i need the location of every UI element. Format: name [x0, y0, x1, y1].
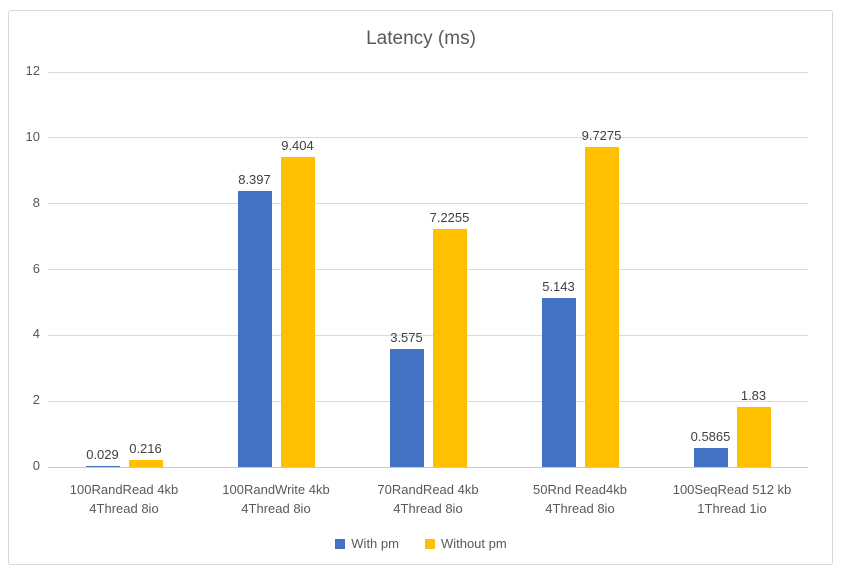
chart-title: Latency (ms)	[366, 28, 476, 49]
legend-swatch	[424, 538, 435, 549]
y-tick-label: 4	[32, 326, 40, 342]
legend: With pm Without pm	[0, 536, 842, 551]
bar-without-pm	[280, 157, 315, 467]
bar-without-pm	[584, 146, 619, 467]
value-label: 0.029	[86, 447, 119, 462]
plot-area: 0 2 4 6 8 10 12 0.029 8.397 3.575 5.143 0.5865 0.216…	[26, 63, 808, 473]
y-tick-label: 6	[32, 260, 40, 276]
value-label: 0.5865	[690, 428, 731, 444]
gridline	[48, 466, 808, 468]
category-label: 70RandRead 4kb 4Thread 8io	[377, 482, 479, 516]
value-label: 8.397	[238, 171, 271, 187]
gridline	[48, 269, 808, 270]
value-label: 3.575	[390, 330, 423, 346]
value-label: 9.7275	[581, 127, 622, 143]
value-label: 0.216	[129, 440, 162, 456]
bar-with-pm	[389, 349, 424, 467]
category-label: 100RandWrite 4kb 4Thread 8io	[222, 482, 330, 516]
category-label: 100RandRead 4kb 4Thread 8io	[69, 482, 179, 516]
y-tick-label: 2	[32, 392, 40, 408]
y-tick-label: 12	[25, 63, 40, 78]
y-tick-label: 10	[25, 128, 40, 144]
bar-with-pm	[693, 447, 728, 467]
legend-item-with-pm: With pm	[335, 536, 399, 551]
chart-border	[8, 10, 833, 565]
gridline	[48, 71, 808, 73]
legend-item-without-pm: Without pm	[424, 536, 507, 551]
legend-swatch	[335, 538, 346, 549]
gridline	[48, 400, 808, 402]
value-label: 7.2255	[429, 210, 470, 226]
value-label: 5.143	[542, 278, 575, 294]
y-tick-label: 0	[32, 458, 40, 473]
category-label: 100SeqRead 512 kb 1Thread 1io	[672, 482, 792, 516]
bar-without-pm	[736, 406, 771, 467]
bar-with-pm	[85, 466, 120, 467]
legend-label: Without pm	[440, 536, 507, 551]
gridline	[48, 334, 808, 336]
value-label: 9.404	[281, 138, 314, 154]
bar-without-pm	[128, 459, 163, 467]
bar-with-pm	[541, 297, 576, 467]
category-label: 50Rnd Read4kb 4Thread 8io	[533, 482, 627, 516]
value-label: 1.83	[740, 387, 767, 403]
bar-with-pm	[237, 190, 272, 467]
gridline	[48, 137, 808, 139]
y-tick-label: 8	[32, 194, 40, 210]
legend-label: With pm	[351, 536, 399, 551]
gridline	[48, 203, 808, 205]
bar-without-pm	[432, 229, 467, 467]
